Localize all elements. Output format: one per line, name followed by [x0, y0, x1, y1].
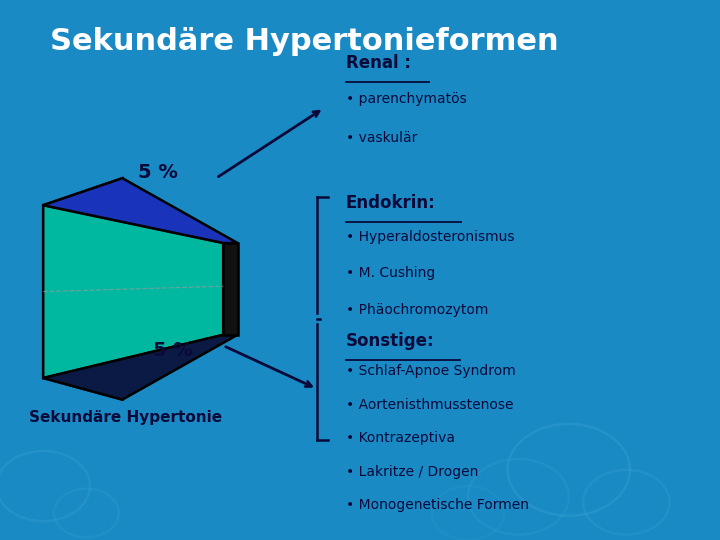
Text: • M. Cushing: • M. Cushing — [346, 266, 435, 280]
Text: • Phäochromozytom: • Phäochromozytom — [346, 303, 488, 317]
Text: • vaskulär: • vaskulär — [346, 131, 417, 145]
Polygon shape — [43, 178, 238, 243]
Text: Sekundäre Hypertonieformen: Sekundäre Hypertonieformen — [50, 27, 559, 56]
Text: • Aortenisthmusstenose: • Aortenisthmusstenose — [346, 398, 513, 412]
Text: • Lakritze / Drogen: • Lakritze / Drogen — [346, 465, 478, 479]
Text: 5 %: 5 % — [138, 163, 179, 183]
Text: Sonstige:: Sonstige: — [346, 332, 434, 350]
Polygon shape — [223, 243, 238, 335]
Text: • Monogenetische Formen: • Monogenetische Formen — [346, 498, 528, 512]
Text: • Kontrazeptiva: • Kontrazeptiva — [346, 431, 454, 446]
Text: Renal :: Renal : — [346, 54, 410, 72]
Text: Endokrin:: Endokrin: — [346, 194, 436, 212]
Text: • parenchymatös: • parenchymatös — [346, 92, 467, 106]
Polygon shape — [43, 335, 238, 400]
Polygon shape — [43, 178, 122, 400]
Text: • Schlaf-Apnoe Syndrom: • Schlaf-Apnoe Syndrom — [346, 364, 516, 379]
Text: • Hyperaldosteronismus: • Hyperaldosteronismus — [346, 230, 514, 244]
Polygon shape — [43, 205, 223, 378]
Text: 5 %: 5 % — [153, 341, 193, 361]
Text: Sekundäre Hypertonie: Sekundäre Hypertonie — [29, 410, 222, 426]
